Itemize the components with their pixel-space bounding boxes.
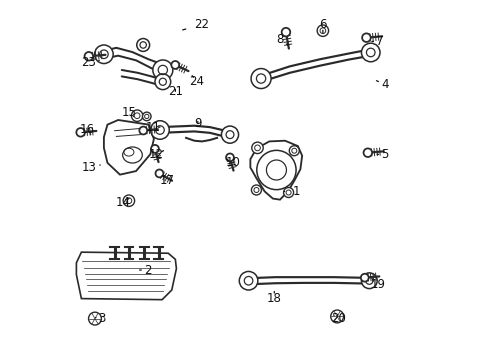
Text: 6: 6	[319, 18, 327, 33]
Circle shape	[284, 188, 294, 198]
Circle shape	[123, 195, 135, 206]
Text: 5: 5	[377, 148, 389, 161]
Text: 12: 12	[149, 148, 164, 161]
Text: 15: 15	[122, 106, 136, 120]
Circle shape	[76, 128, 85, 137]
Circle shape	[251, 185, 262, 195]
Circle shape	[131, 110, 143, 121]
Circle shape	[155, 170, 163, 177]
Circle shape	[239, 271, 258, 290]
Text: 19: 19	[370, 278, 386, 291]
Polygon shape	[104, 120, 154, 175]
Text: 8: 8	[276, 33, 288, 46]
Circle shape	[362, 273, 377, 289]
Circle shape	[139, 127, 147, 134]
Text: 11: 11	[146, 121, 160, 134]
Text: 1: 1	[284, 185, 300, 198]
Polygon shape	[76, 252, 176, 300]
Circle shape	[331, 310, 343, 323]
Circle shape	[151, 121, 169, 139]
Circle shape	[89, 312, 101, 325]
Text: 2: 2	[140, 264, 151, 276]
Circle shape	[143, 112, 151, 121]
Circle shape	[362, 33, 371, 42]
Circle shape	[153, 60, 173, 80]
Circle shape	[257, 150, 296, 190]
Text: 20: 20	[331, 312, 346, 325]
Text: 22: 22	[183, 18, 209, 31]
Circle shape	[172, 61, 179, 69]
Text: 18: 18	[267, 292, 282, 305]
Circle shape	[221, 126, 239, 143]
Circle shape	[252, 142, 263, 154]
Circle shape	[151, 145, 159, 153]
Circle shape	[362, 43, 380, 62]
Circle shape	[226, 153, 234, 161]
Circle shape	[282, 28, 290, 36]
Text: 10: 10	[226, 156, 241, 169]
Circle shape	[364, 148, 372, 157]
Text: 23: 23	[81, 56, 99, 69]
Circle shape	[251, 68, 271, 89]
Circle shape	[361, 274, 368, 282]
Text: 16: 16	[79, 123, 95, 136]
Circle shape	[155, 74, 171, 90]
Text: 21: 21	[168, 85, 183, 98]
Text: 7: 7	[372, 35, 384, 48]
Text: 3: 3	[96, 312, 105, 325]
Text: 9: 9	[194, 117, 201, 130]
Text: 17: 17	[160, 174, 174, 187]
Text: 14: 14	[115, 195, 130, 209]
Text: 24: 24	[189, 75, 204, 88]
Polygon shape	[250, 141, 302, 200]
Circle shape	[95, 45, 113, 64]
Text: 13: 13	[82, 161, 100, 174]
Circle shape	[289, 146, 299, 156]
Circle shape	[137, 39, 149, 51]
Text: 4: 4	[376, 78, 389, 91]
Circle shape	[85, 52, 93, 60]
Circle shape	[317, 25, 329, 36]
